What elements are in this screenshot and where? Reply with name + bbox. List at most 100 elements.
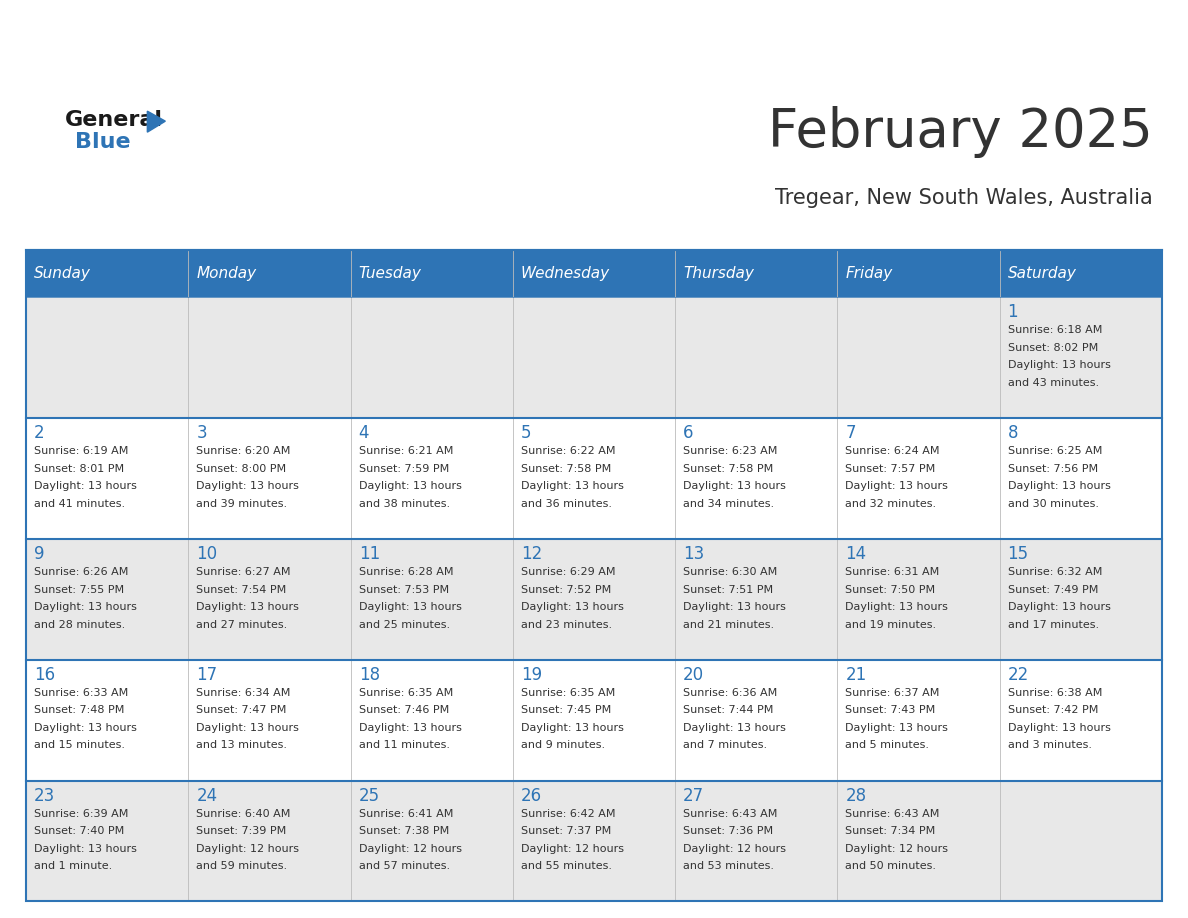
Text: Daylight: 12 hours: Daylight: 12 hours	[520, 844, 624, 854]
Text: 28: 28	[846, 787, 866, 805]
Text: Daylight: 13 hours: Daylight: 13 hours	[359, 722, 461, 733]
Text: Sunset: 7:52 PM: Sunset: 7:52 PM	[520, 585, 611, 595]
Text: and 53 minutes.: and 53 minutes.	[683, 861, 775, 871]
Text: Sunrise: 6:19 AM: Sunrise: 6:19 AM	[34, 446, 128, 456]
Text: and 27 minutes.: and 27 minutes.	[196, 620, 287, 630]
Text: Saturday: Saturday	[1007, 266, 1076, 281]
Text: 20: 20	[683, 666, 704, 684]
Text: Daylight: 13 hours: Daylight: 13 hours	[846, 722, 948, 733]
Text: Tregear, New South Wales, Australia: Tregear, New South Wales, Australia	[775, 188, 1152, 208]
Text: Sunrise: 6:22 AM: Sunrise: 6:22 AM	[520, 446, 615, 456]
Text: Sunrise: 6:35 AM: Sunrise: 6:35 AM	[520, 688, 615, 698]
Text: Sunset: 7:40 PM: Sunset: 7:40 PM	[34, 826, 125, 836]
Text: and 43 minutes.: and 43 minutes.	[1007, 378, 1099, 388]
Text: and 21 minutes.: and 21 minutes.	[683, 620, 775, 630]
Text: 26: 26	[520, 787, 542, 805]
Text: Sunrise: 6:37 AM: Sunrise: 6:37 AM	[846, 688, 940, 698]
Text: Daylight: 12 hours: Daylight: 12 hours	[846, 844, 948, 854]
Text: Sunrise: 6:33 AM: Sunrise: 6:33 AM	[34, 688, 128, 698]
Text: 21: 21	[846, 666, 866, 684]
Text: 23: 23	[34, 787, 56, 805]
Bar	[26, 250, 1162, 297]
Text: 24: 24	[196, 787, 217, 805]
Text: 14: 14	[846, 545, 866, 563]
Text: Daylight: 13 hours: Daylight: 13 hours	[34, 481, 137, 491]
Text: Sunset: 7:43 PM: Sunset: 7:43 PM	[846, 705, 936, 715]
Text: Sunset: 7:57 PM: Sunset: 7:57 PM	[846, 464, 936, 474]
Text: Sunrise: 6:34 AM: Sunrise: 6:34 AM	[196, 688, 291, 698]
Text: and 57 minutes.: and 57 minutes.	[359, 861, 450, 871]
Text: 9: 9	[34, 545, 45, 563]
Text: Daylight: 13 hours: Daylight: 13 hours	[1007, 722, 1111, 733]
Text: and 11 minutes.: and 11 minutes.	[359, 740, 449, 750]
Text: General: General	[65, 110, 163, 130]
Text: and 15 minutes.: and 15 minutes.	[34, 740, 125, 750]
Text: Tuesday: Tuesday	[359, 266, 422, 281]
Text: and 5 minutes.: and 5 minutes.	[846, 740, 929, 750]
Text: Sunrise: 6:38 AM: Sunrise: 6:38 AM	[1007, 688, 1102, 698]
Text: Sunset: 7:59 PM: Sunset: 7:59 PM	[359, 464, 449, 474]
Bar	[26, 419, 1162, 539]
Text: 4: 4	[359, 424, 369, 442]
Text: Sunset: 7:37 PM: Sunset: 7:37 PM	[520, 826, 611, 836]
Text: Sunset: 7:39 PM: Sunset: 7:39 PM	[196, 826, 286, 836]
Text: and 38 minutes.: and 38 minutes.	[359, 498, 450, 509]
Text: Daylight: 13 hours: Daylight: 13 hours	[359, 481, 461, 491]
Text: Sunset: 7:34 PM: Sunset: 7:34 PM	[846, 826, 936, 836]
Text: and 50 minutes.: and 50 minutes.	[846, 861, 936, 871]
Text: and 39 minutes.: and 39 minutes.	[196, 498, 287, 509]
Text: and 59 minutes.: and 59 minutes.	[196, 861, 287, 871]
Text: Sunset: 7:53 PM: Sunset: 7:53 PM	[359, 585, 449, 595]
Text: and 3 minutes.: and 3 minutes.	[1007, 740, 1092, 750]
Text: Sunset: 7:45 PM: Sunset: 7:45 PM	[520, 705, 611, 715]
Text: Monday: Monday	[196, 266, 257, 281]
Bar	[26, 780, 1162, 901]
Text: 11: 11	[359, 545, 380, 563]
Text: Sunset: 7:48 PM: Sunset: 7:48 PM	[34, 705, 125, 715]
Text: Sunrise: 6:35 AM: Sunrise: 6:35 AM	[359, 688, 453, 698]
Text: Sunrise: 6:18 AM: Sunrise: 6:18 AM	[1007, 326, 1102, 335]
Text: Daylight: 13 hours: Daylight: 13 hours	[34, 844, 137, 854]
Text: Sunset: 7:49 PM: Sunset: 7:49 PM	[1007, 585, 1098, 595]
Text: Daylight: 13 hours: Daylight: 13 hours	[1007, 481, 1111, 491]
Text: Sunset: 8:02 PM: Sunset: 8:02 PM	[1007, 343, 1098, 353]
Text: 8: 8	[1007, 424, 1018, 442]
Text: Sunset: 7:47 PM: Sunset: 7:47 PM	[196, 705, 286, 715]
Text: Daylight: 13 hours: Daylight: 13 hours	[34, 602, 137, 612]
Text: Sunset: 7:54 PM: Sunset: 7:54 PM	[196, 585, 286, 595]
Text: 17: 17	[196, 666, 217, 684]
Text: and 55 minutes.: and 55 minutes.	[520, 861, 612, 871]
Text: Sunrise: 6:20 AM: Sunrise: 6:20 AM	[196, 446, 291, 456]
Text: Sunrise: 6:27 AM: Sunrise: 6:27 AM	[196, 567, 291, 577]
Text: Daylight: 13 hours: Daylight: 13 hours	[520, 722, 624, 733]
Text: 2: 2	[34, 424, 45, 442]
Text: Sunrise: 6:30 AM: Sunrise: 6:30 AM	[683, 567, 777, 577]
Text: Sunset: 7:42 PM: Sunset: 7:42 PM	[1007, 705, 1098, 715]
Text: and 1 minute.: and 1 minute.	[34, 861, 113, 871]
Text: Daylight: 13 hours: Daylight: 13 hours	[683, 481, 786, 491]
Text: Sunrise: 6:31 AM: Sunrise: 6:31 AM	[846, 567, 940, 577]
Text: Daylight: 13 hours: Daylight: 13 hours	[196, 602, 299, 612]
Text: Daylight: 12 hours: Daylight: 12 hours	[359, 844, 462, 854]
Text: Sunset: 8:00 PM: Sunset: 8:00 PM	[196, 464, 286, 474]
Text: 10: 10	[196, 545, 217, 563]
Text: Daylight: 13 hours: Daylight: 13 hours	[683, 722, 786, 733]
Text: Sunrise: 6:29 AM: Sunrise: 6:29 AM	[520, 567, 615, 577]
Text: 5: 5	[520, 424, 531, 442]
Text: Daylight: 13 hours: Daylight: 13 hours	[1007, 602, 1111, 612]
Text: Sunrise: 6:39 AM: Sunrise: 6:39 AM	[34, 809, 128, 819]
Bar	[26, 660, 1162, 780]
Text: Sunrise: 6:26 AM: Sunrise: 6:26 AM	[34, 567, 128, 577]
Text: Sunset: 7:51 PM: Sunset: 7:51 PM	[683, 585, 773, 595]
Text: Sunrise: 6:32 AM: Sunrise: 6:32 AM	[1007, 567, 1102, 577]
Text: 16: 16	[34, 666, 56, 684]
Text: and 9 minutes.: and 9 minutes.	[520, 740, 605, 750]
Text: Daylight: 13 hours: Daylight: 13 hours	[520, 481, 624, 491]
Bar	[26, 250, 1162, 901]
Polygon shape	[147, 111, 165, 132]
Text: and 25 minutes.: and 25 minutes.	[359, 620, 450, 630]
Text: Daylight: 13 hours: Daylight: 13 hours	[846, 602, 948, 612]
Text: Sunrise: 6:43 AM: Sunrise: 6:43 AM	[846, 809, 940, 819]
Text: Daylight: 13 hours: Daylight: 13 hours	[520, 602, 624, 612]
Text: and 23 minutes.: and 23 minutes.	[520, 620, 612, 630]
